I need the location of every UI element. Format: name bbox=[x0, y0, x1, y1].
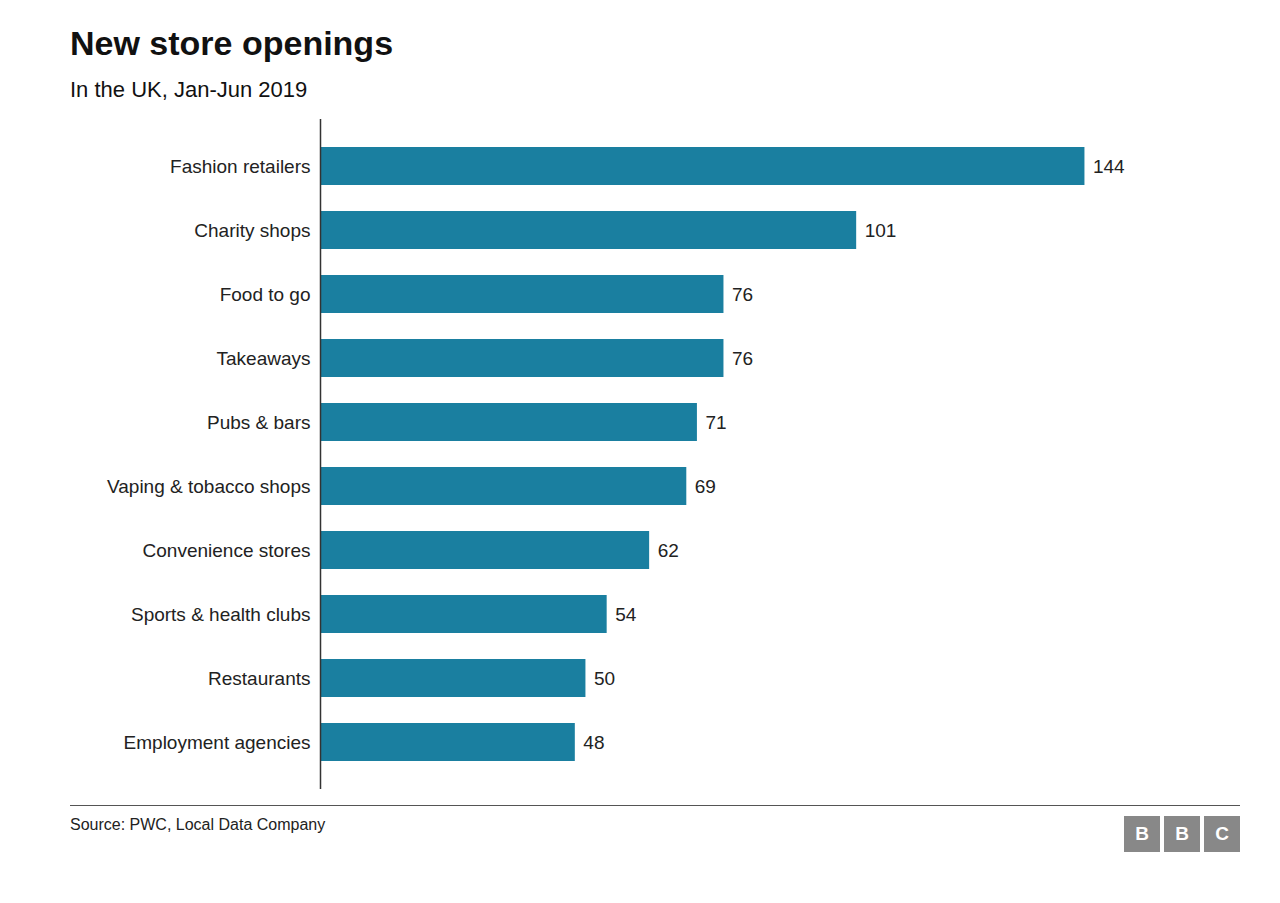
html-text:B: B bbox=[1135, 823, 1149, 844]
svg-text:Charity shops: Charity shops bbox=[194, 220, 310, 241]
svg-text:62: 62 bbox=[658, 540, 679, 561]
svg-text:76: 76 bbox=[732, 284, 753, 305]
svg-text:144: 144 bbox=[1093, 156, 1125, 177]
svg-text:Vaping & tobacco shops: Vaping & tobacco shops bbox=[107, 476, 311, 497]
svg-text:54: 54 bbox=[615, 604, 637, 625]
html-text:New store openings: New store openings bbox=[70, 24, 394, 62]
html-text:In the UK, Jan-Jun 2019: In the UK, Jan-Jun 2019 bbox=[70, 77, 308, 102]
svg-text:48: 48 bbox=[583, 732, 604, 753]
svg-text:69: 69 bbox=[695, 476, 716, 497]
svg-text:71: 71 bbox=[705, 412, 726, 433]
html-text:Source: PWC, Local Data Compan: Source: PWC, Local Data Company bbox=[70, 816, 326, 833]
svg-text:Sports & health clubs: Sports & health clubs bbox=[131, 604, 311, 625]
svg-text:Convenience stores: Convenience stores bbox=[143, 540, 311, 561]
svg-text:Pubs & bars: Pubs & bars bbox=[207, 412, 311, 433]
svg-text:Employment agencies: Employment agencies bbox=[124, 732, 311, 753]
html-text:B: B bbox=[1175, 823, 1189, 844]
svg-text:Fashion retailers: Fashion retailers bbox=[170, 156, 310, 177]
html-text:C: C bbox=[1215, 823, 1229, 844]
svg-text:Restaurants: Restaurants bbox=[208, 668, 310, 689]
svg-text:50: 50 bbox=[594, 668, 615, 689]
svg-text:Food to go: Food to go bbox=[220, 284, 311, 305]
svg-text:76: 76 bbox=[732, 348, 753, 369]
svg-text:Takeaways: Takeaways bbox=[217, 348, 311, 369]
svg-text:101: 101 bbox=[865, 220, 897, 241]
